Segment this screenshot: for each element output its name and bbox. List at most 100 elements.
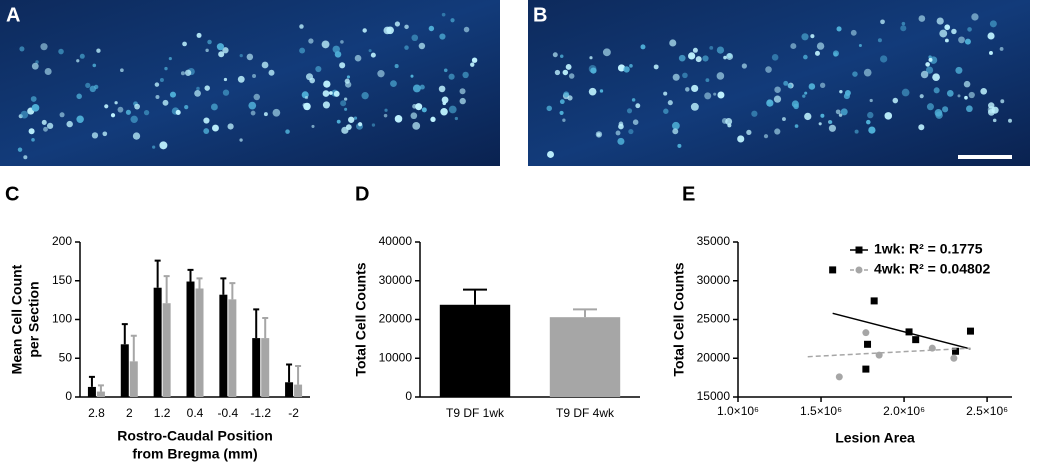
cell (383, 113, 388, 118)
x-tick-label: 1.2 (154, 406, 171, 420)
cell (421, 107, 427, 113)
point (905, 328, 913, 336)
cell (677, 143, 682, 148)
cell (695, 56, 702, 63)
cell (989, 20, 997, 28)
cell (559, 54, 564, 59)
cell (92, 63, 97, 68)
cell (565, 64, 572, 70)
cell (344, 107, 348, 111)
cell (59, 112, 65, 118)
cell (394, 21, 401, 27)
cell (448, 105, 457, 114)
panel-letter: D (355, 183, 369, 205)
cell (725, 117, 733, 125)
cell (554, 69, 561, 76)
cell (928, 55, 932, 59)
cell (692, 47, 698, 53)
cell (547, 150, 555, 158)
cell (626, 108, 633, 114)
cell (443, 68, 448, 73)
cell (227, 123, 234, 130)
cell (358, 122, 363, 127)
error-bar (130, 334, 137, 362)
cell (412, 122, 421, 130)
error-bar (253, 308, 260, 339)
cell (268, 69, 275, 76)
cell (315, 65, 322, 73)
cell (143, 109, 150, 116)
cell (999, 47, 1004, 51)
cell (250, 110, 256, 116)
cell (169, 91, 177, 98)
point (864, 340, 872, 348)
cell (168, 56, 172, 61)
cell (869, 98, 873, 103)
cell (470, 62, 475, 67)
cell (783, 80, 789, 86)
x-tick-label: 2 (126, 406, 133, 420)
error-bar (286, 363, 293, 383)
cell (152, 145, 156, 149)
bar (96, 391, 105, 397)
cell (955, 66, 963, 74)
cell (20, 110, 29, 119)
cell (418, 42, 426, 50)
cell (705, 78, 710, 83)
cell (285, 129, 290, 134)
cell (987, 32, 995, 40)
cell (877, 38, 882, 43)
cell (207, 39, 212, 45)
cell (717, 91, 725, 99)
cell (222, 47, 229, 54)
micrograph-a (0, 0, 500, 166)
cell (394, 115, 403, 123)
cell (801, 33, 809, 41)
cell (246, 53, 254, 61)
error-bar (121, 323, 128, 345)
cell (623, 66, 630, 73)
cell (678, 54, 686, 62)
cell (946, 90, 954, 97)
cell (203, 117, 210, 124)
cell (964, 38, 971, 45)
cell (340, 40, 344, 44)
cell (852, 71, 858, 77)
cell (958, 36, 965, 44)
error-bar (88, 375, 95, 387)
cell (588, 87, 597, 96)
cell (343, 97, 348, 101)
micrograph-b (528, 0, 1030, 166)
bar (120, 344, 129, 397)
cell (253, 93, 260, 101)
x-tick-label: 2.5×10⁶ (966, 404, 1008, 418)
cell (410, 74, 414, 78)
cell (926, 103, 934, 111)
cell (371, 123, 376, 127)
cell (971, 13, 979, 21)
cell (932, 73, 940, 82)
bar (252, 338, 261, 397)
cell (248, 101, 257, 110)
cell (944, 24, 951, 31)
bar (549, 317, 621, 397)
cell (920, 70, 929, 79)
cell (726, 52, 734, 60)
error-bar (220, 277, 227, 295)
cell (125, 109, 132, 115)
cell (713, 92, 717, 96)
cell (439, 33, 446, 40)
cell (814, 50, 820, 56)
cell (766, 99, 774, 107)
cell (346, 75, 351, 79)
cell (239, 54, 243, 58)
x-axis-label: from Bregma (mm) (132, 446, 257, 462)
cell (180, 71, 185, 76)
cell (114, 101, 118, 105)
cell (816, 42, 825, 50)
cell (96, 48, 101, 53)
cell (341, 126, 349, 134)
cell (690, 102, 699, 111)
point (829, 266, 837, 274)
cell (727, 123, 732, 128)
